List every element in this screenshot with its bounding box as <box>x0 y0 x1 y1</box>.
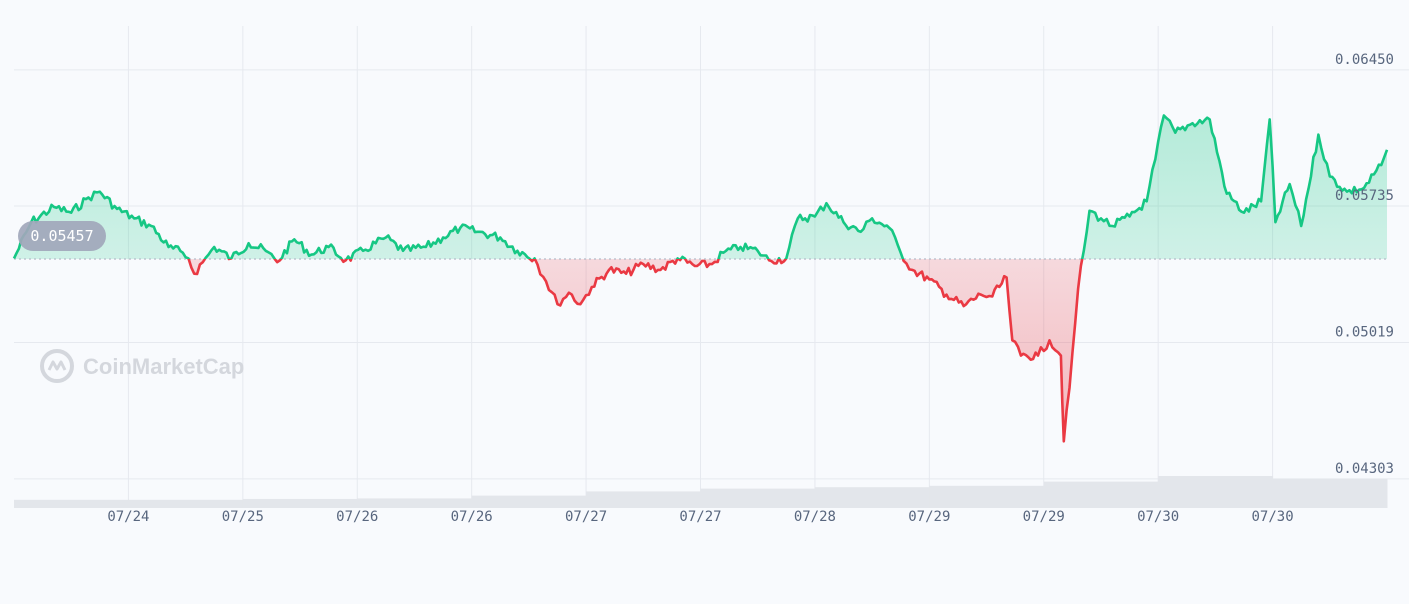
x-tick-label: 07/26 <box>451 509 493 525</box>
x-tick-label: 07/26 <box>336 509 378 525</box>
volume-bar <box>357 498 473 508</box>
x-tick-label: 07/30 <box>1252 509 1294 525</box>
volume-bar <box>128 499 244 508</box>
x-axis-labels: 07/24 07/25 07/26 07/26 07/27 07/27 07/28 07/29… <box>107 509 1293 525</box>
price-line-down <box>186 258 1084 443</box>
volume-bar <box>929 485 1045 508</box>
volume-bar <box>1158 476 1274 508</box>
volume-bar <box>814 487 930 508</box>
baseline-badge: 0.05457 <box>18 220 106 251</box>
x-tick-label: 07/30 <box>1137 509 1179 525</box>
vertical-gridlines <box>127 26 1274 508</box>
x-tick-label: 07/25 <box>222 509 264 525</box>
x-tick-label: 07/24 <box>107 509 149 525</box>
x-tick-label: 07/29 <box>908 509 950 525</box>
y-tick-label: 0.05735 <box>1335 188 1394 204</box>
y-tick-label: 0.04303 <box>1335 461 1394 477</box>
watermark-text: CoinMarketCap <box>83 354 244 379</box>
volume-bar <box>700 488 816 508</box>
volume-bar <box>242 498 358 508</box>
watermark: CoinMarketCap <box>40 349 244 383</box>
area-fill-above <box>14 115 1387 259</box>
x-tick-label: 07/27 <box>679 509 721 525</box>
y-axis-labels: 0.06450 0.05735 0.05019 0.04303 <box>1335 52 1394 477</box>
volume-bar <box>471 495 587 508</box>
x-tick-label: 07/29 <box>1023 509 1065 525</box>
x-tick-label: 07/28 <box>794 509 836 525</box>
volume-bar <box>586 491 701 508</box>
volume-bar <box>1043 481 1159 508</box>
x-tick-label: 07/27 <box>565 509 607 525</box>
area-fill-below <box>14 258 1387 442</box>
price-line-up <box>12 114 1389 259</box>
coinmarketcap-logo-icon <box>40 349 74 383</box>
volume-bars <box>14 476 1388 508</box>
y-tick-label: 0.05019 <box>1335 324 1394 340</box>
volume-bar <box>1272 478 1388 508</box>
baseline-value: 0.05457 <box>30 227 93 245</box>
y-tick-label: 0.06450 <box>1335 52 1394 68</box>
volume-bar <box>14 499 129 508</box>
